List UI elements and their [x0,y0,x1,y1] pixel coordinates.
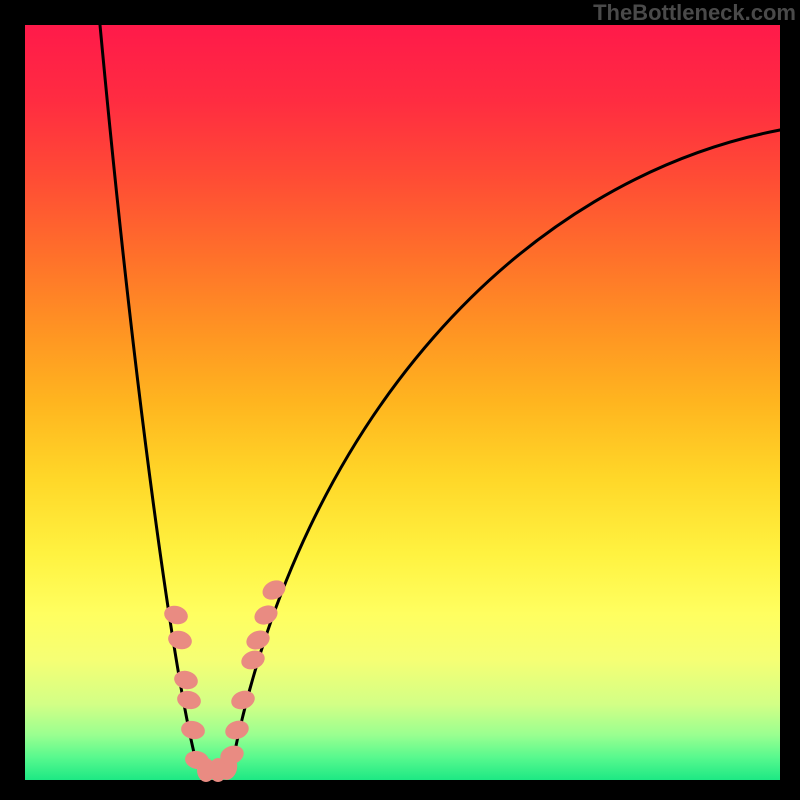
chart-canvas: TheBottleneck.com [0,0,800,800]
chart-svg [0,0,800,800]
gradient-panel [25,25,780,780]
watermark-text: TheBottleneck.com [593,0,796,26]
